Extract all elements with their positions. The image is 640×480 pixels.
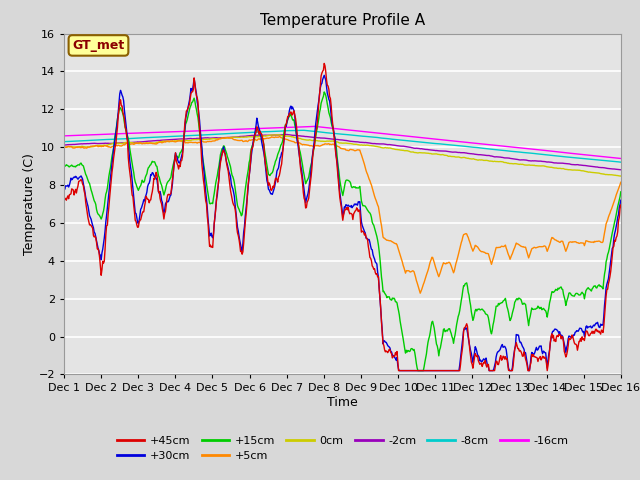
- -16cm: [428, 136, 435, 142]
- Line: +45cm: +45cm: [64, 63, 621, 371]
- -8cm: [428, 140, 435, 146]
- -8cm: [70, 138, 78, 144]
- Line: -8cm: -8cm: [64, 130, 621, 162]
- -16cm: [60, 133, 68, 139]
- 0cm: [70, 144, 78, 150]
- +15cm: [70, 164, 78, 169]
- +30cm: [428, 368, 436, 373]
- -2cm: [428, 147, 435, 153]
- +5cm: [70, 145, 78, 151]
- +15cm: [184, 113, 192, 119]
- 0cm: [214, 136, 221, 142]
- -16cm: [214, 127, 221, 133]
- +5cm: [275, 134, 283, 140]
- Line: -2cm: -2cm: [64, 134, 621, 170]
- -16cm: [127, 131, 135, 136]
- +15cm: [414, 368, 422, 373]
- X-axis label: Time: Time: [327, 396, 358, 409]
- 0cm: [275, 132, 282, 138]
- +5cm: [60, 145, 68, 151]
- -2cm: [60, 142, 68, 148]
- 0cm: [60, 144, 68, 150]
- +30cm: [214, 192, 221, 198]
- Line: +30cm: +30cm: [64, 75, 621, 371]
- +45cm: [214, 188, 221, 193]
- +45cm: [184, 106, 192, 111]
- +30cm: [60, 185, 68, 191]
- +15cm: [214, 172, 221, 178]
- Title: Temperature Profile A: Temperature Profile A: [260, 13, 425, 28]
- +45cm: [428, 368, 436, 373]
- +5cm: [411, 272, 419, 277]
- -2cm: [617, 167, 625, 173]
- +45cm: [70, 192, 78, 198]
- -2cm: [282, 132, 290, 137]
- +30cm: [184, 105, 192, 111]
- +15cm: [617, 189, 625, 195]
- -2cm: [70, 142, 78, 147]
- +45cm: [617, 202, 625, 208]
- +15cm: [321, 89, 328, 95]
- +15cm: [127, 156, 135, 162]
- -8cm: [60, 139, 68, 144]
- +5cm: [127, 141, 135, 147]
- -2cm: [127, 140, 135, 145]
- +5cm: [617, 180, 625, 185]
- +45cm: [60, 195, 68, 201]
- +15cm: [60, 163, 68, 169]
- +15cm: [428, 319, 436, 325]
- Text: GT_met: GT_met: [72, 39, 125, 52]
- 0cm: [184, 138, 192, 144]
- -8cm: [184, 133, 192, 139]
- +5cm: [428, 254, 436, 260]
- +45cm: [395, 368, 403, 373]
- +30cm: [321, 72, 328, 78]
- Legend: +45cm, +30cm, +15cm, +5cm, 0cm, -2cm, -8cm, -16cm: +45cm, +30cm, +15cm, +5cm, 0cm, -2cm, -8…: [112, 431, 573, 466]
- -8cm: [617, 159, 625, 165]
- -16cm: [70, 132, 78, 138]
- -8cm: [300, 127, 307, 133]
- Line: +5cm: +5cm: [64, 137, 621, 293]
- -16cm: [184, 128, 192, 134]
- -8cm: [214, 131, 221, 137]
- 0cm: [617, 173, 625, 179]
- Line: +15cm: +15cm: [64, 92, 621, 371]
- Line: 0cm: 0cm: [64, 135, 621, 176]
- Line: -16cm: -16cm: [64, 126, 621, 158]
- +30cm: [396, 368, 403, 373]
- -2cm: [411, 145, 419, 151]
- Y-axis label: Temperature (C): Temperature (C): [22, 153, 36, 255]
- -8cm: [411, 139, 419, 144]
- +30cm: [617, 197, 625, 203]
- +30cm: [70, 174, 78, 180]
- 0cm: [127, 140, 135, 145]
- +45cm: [412, 368, 419, 373]
- +30cm: [412, 368, 419, 373]
- -2cm: [184, 136, 192, 142]
- +5cm: [214, 137, 221, 143]
- +5cm: [184, 140, 192, 146]
- +5cm: [417, 290, 424, 296]
- -2cm: [214, 135, 221, 141]
- -16cm: [617, 156, 625, 161]
- -16cm: [411, 134, 419, 140]
- 0cm: [428, 151, 435, 156]
- -8cm: [127, 135, 135, 141]
- +45cm: [127, 185, 135, 191]
- +45cm: [321, 60, 328, 66]
- +30cm: [127, 169, 135, 175]
- -16cm: [311, 123, 319, 129]
- 0cm: [411, 150, 419, 156]
- +15cm: [411, 350, 419, 356]
